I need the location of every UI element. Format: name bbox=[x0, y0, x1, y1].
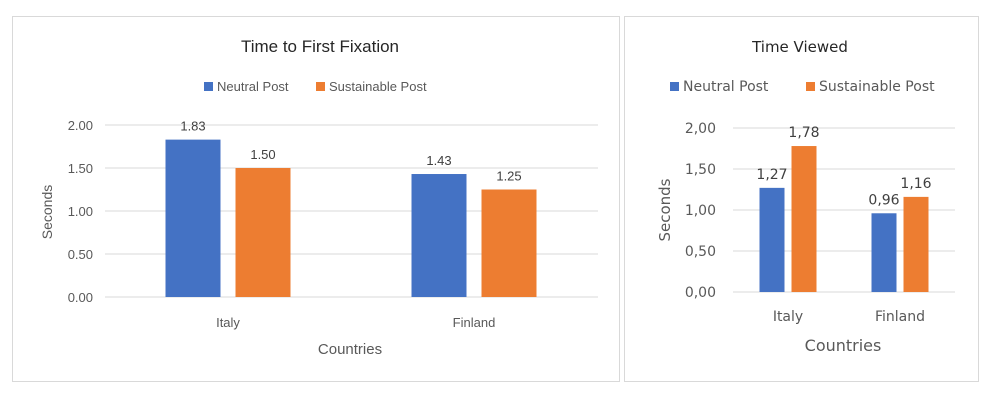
y-tick-label: 0,00 bbox=[685, 285, 716, 301]
y-axis-title: Seconds bbox=[39, 185, 55, 239]
legend-label: Neutral Post bbox=[217, 79, 289, 94]
y-tick-label: 0.00 bbox=[68, 290, 93, 305]
legend-swatch-sustainable bbox=[316, 82, 325, 91]
x-tick-label: Italy bbox=[216, 315, 240, 330]
chart-1: Time to First Fixation Neutral Post Sustai… bbox=[39, 37, 598, 358]
x-tick-label: Italy bbox=[773, 309, 803, 325]
legend-swatch-sustainable bbox=[806, 82, 815, 91]
bar-finland-neutral bbox=[871, 213, 897, 292]
y-tick-label: 1,00 bbox=[685, 203, 716, 219]
data-label: 0,96 bbox=[868, 192, 899, 208]
y-tick-label: 1.00 bbox=[68, 204, 93, 219]
x-axis-title: Countries bbox=[805, 336, 882, 355]
legend-swatch-neutral bbox=[204, 82, 213, 91]
y-tick-label: 1,50 bbox=[685, 162, 716, 178]
y-tick-label: 2.00 bbox=[68, 118, 93, 133]
bar-italy-sustainable bbox=[235, 168, 291, 297]
data-label: 1,78 bbox=[788, 125, 819, 141]
data-label: 1,16 bbox=[900, 176, 931, 192]
data-label: 1.43 bbox=[426, 153, 451, 168]
legend-swatch-neutral bbox=[670, 82, 679, 91]
bar-italy-neutral bbox=[759, 187, 785, 292]
legend-label: Sustainable Post bbox=[819, 79, 935, 95]
bar-finland-sustainable bbox=[903, 196, 929, 292]
chart-title: Time Viewed bbox=[751, 38, 848, 56]
x-axis-title: Countries bbox=[318, 341, 382, 358]
x-tick-label: Finland bbox=[453, 315, 496, 330]
bar-finland-neutral bbox=[411, 174, 467, 297]
bar-italy-neutral bbox=[165, 139, 221, 297]
y-axis-title: Seconds bbox=[656, 178, 674, 241]
x-tick-label: Finland bbox=[875, 309, 925, 325]
legend-label: Neutral Post bbox=[683, 79, 769, 95]
data-label: 1.83 bbox=[180, 119, 205, 134]
bar-italy-sustainable bbox=[791, 146, 817, 292]
y-tick-label: 0.50 bbox=[68, 247, 93, 262]
bar-finland-sustainable bbox=[481, 189, 537, 297]
data-label: 1.50 bbox=[250, 147, 275, 162]
chart-2: Time Viewed Neutral Post Sustainable Post 0… bbox=[656, 38, 955, 355]
chart-title: Time to First Fixation bbox=[241, 37, 399, 56]
data-label: 1,27 bbox=[756, 167, 787, 183]
y-tick-label: 2,00 bbox=[685, 121, 716, 137]
y-tick-label: 0,50 bbox=[685, 244, 716, 260]
data-label: 1.25 bbox=[496, 169, 521, 184]
y-tick-label: 1.50 bbox=[68, 161, 93, 176]
legend-label: Sustainable Post bbox=[329, 79, 427, 94]
